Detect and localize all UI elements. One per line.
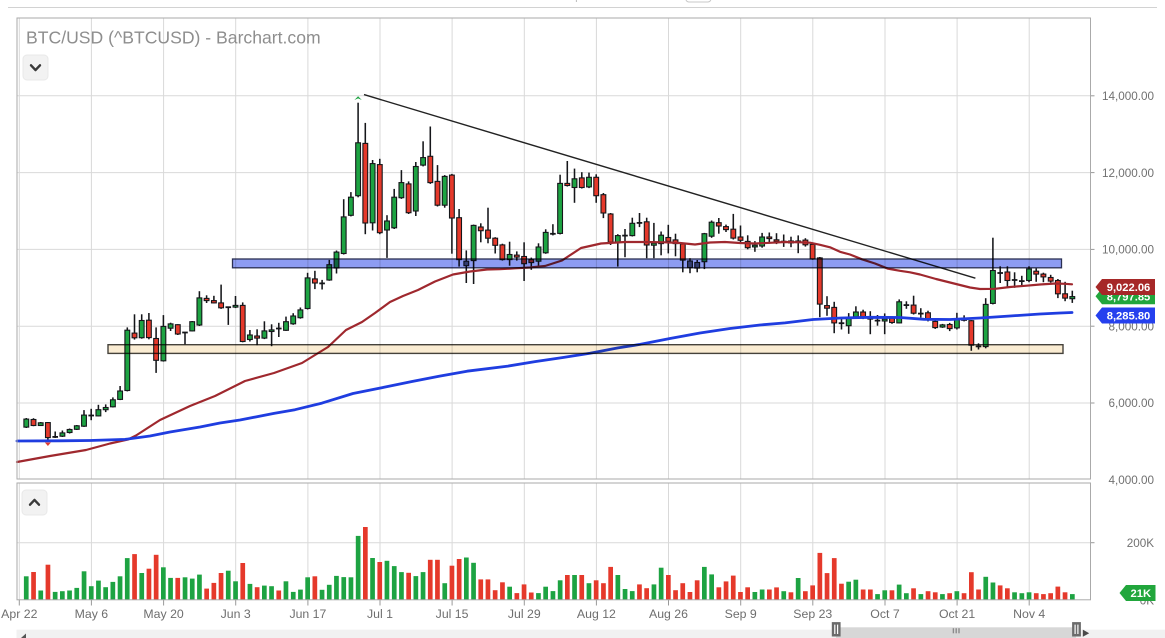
svg-text:Sep 9: Sep 9 <box>725 607 757 621</box>
svg-text:4,000.00: 4,000.00 <box>1109 474 1155 487</box>
svg-text:Oct 21: Oct 21 <box>939 607 975 621</box>
svg-text:Oct 7: Oct 7 <box>870 607 900 621</box>
svg-text:Nov 4: Nov 4 <box>1013 607 1045 621</box>
svg-text:12,000.00: 12,000.00 <box>1102 167 1154 180</box>
svg-text:6,000.00: 6,000.00 <box>1109 397 1155 410</box>
svg-text:Aug 12: Aug 12 <box>577 607 616 621</box>
svg-text:Apr 22: Apr 22 <box>1 607 37 621</box>
svg-text:Jul 29: Jul 29 <box>508 607 541 621</box>
svg-text:BTC/USD (^BTCUSD) - Barchart.c: BTC/USD (^BTCUSD) - Barchart.com <box>26 28 321 48</box>
svg-text:Sep 23: Sep 23 <box>793 607 832 621</box>
svg-text:Jun 17: Jun 17 <box>289 607 326 621</box>
svg-text:21K: 21K <box>1131 588 1152 600</box>
svg-text:Aug 26: Aug 26 <box>649 607 688 621</box>
svg-text:14,000.00: 14,000.00 <box>1102 90 1154 103</box>
svg-text:8,285.80: 8,285.80 <box>1107 311 1151 323</box>
svg-text:Jul 15: Jul 15 <box>436 607 469 621</box>
svg-text:May 20: May 20 <box>143 607 183 621</box>
svg-text:200K: 200K <box>1127 537 1155 550</box>
svg-text:May 6: May 6 <box>75 607 109 621</box>
svg-text:Jul 1: Jul 1 <box>367 607 393 621</box>
svg-text:10,000.00: 10,000.00 <box>1102 244 1154 257</box>
svg-text:8,000.00: 8,000.00 <box>1109 320 1155 333</box>
svg-text:Jun 3: Jun 3 <box>221 607 251 621</box>
svg-text:9,022.06: 9,022.06 <box>1107 282 1151 294</box>
